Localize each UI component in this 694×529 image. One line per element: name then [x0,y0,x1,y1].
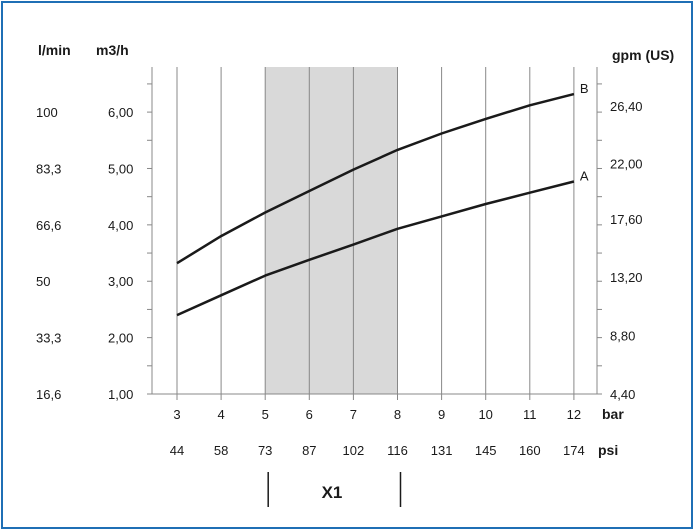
series-line-a [176,180,575,317]
x-tick-label-psi: 44 [170,443,184,458]
x-tick-label-bar: 12 [567,407,581,422]
x-tick-label-bar: 9 [438,407,445,422]
y-unit-m3h: m3/h [96,42,129,58]
y-tick-label-gpm: 26,40 [610,99,643,114]
x-tick-label-bar: 10 [478,407,492,422]
y-unit-gpm: gpm (US) [612,47,674,63]
y-tick-label-lmin: 100 [36,105,58,120]
y-tick-label-gpm: 4,40 [610,387,635,402]
y-tick-label-lmin: 83,3 [36,161,61,176]
y-tick-label-lmin: 16,6 [36,387,61,402]
x-tick-label-bar: 8 [394,407,401,422]
x-tick-label-bar: 11 [523,407,537,422]
x-tick-label-psi: 116 [387,443,408,458]
y-tick-label-m3h: 3,00 [108,274,133,289]
series-line-b [176,92,575,265]
y-tick-label-lmin: 50 [36,274,50,289]
y-tick-label-m3h: 2,00 [108,331,133,346]
x-tick-label-psi: 58 [214,443,228,458]
y-unit-lmin: l/min [38,42,71,58]
x-tick-label-psi: 73 [258,443,272,458]
y-tick-label-m3h: 5,00 [108,161,133,176]
x-tick-label-bar: 4 [217,407,224,422]
series-label-a: A [580,168,589,183]
y-tick-label-gpm: 13,20 [610,270,643,285]
x-tick-label-psi: 131 [431,443,453,458]
x-tick-label-bar: 6 [306,407,313,422]
y-tick-label-gpm: 22,00 [610,156,643,171]
highlight-range-label: X1 [322,483,343,502]
highlight-band [265,67,398,394]
y-tick-label-gpm: 8,80 [610,329,635,344]
y-tick-label-lmin: 33,3 [36,331,61,346]
y-tick-label-lmin: 66,6 [36,218,61,233]
x-tick-label-bar: 3 [173,407,180,422]
x-unit-bar: bar [602,406,624,422]
x-tick-label-bar: 5 [262,407,269,422]
x-tick-label-psi: 102 [343,443,365,458]
y-tick-label-m3h: 4,00 [108,218,133,233]
y-tick-label-m3h: 1,00 [108,387,133,402]
x-tick-label-psi: 87 [302,443,316,458]
y-tick-label-gpm: 17,60 [610,212,643,227]
y-tick-label-m3h: 6,00 [108,105,133,120]
x-tick-label-psi: 174 [563,443,585,458]
x-tick-label-psi: 160 [519,443,541,458]
x-unit-psi: psi [598,442,618,458]
series-label-b: B [580,81,589,96]
x-tick-label-bar: 7 [350,407,357,422]
x-tick-label-psi: 145 [475,443,497,458]
